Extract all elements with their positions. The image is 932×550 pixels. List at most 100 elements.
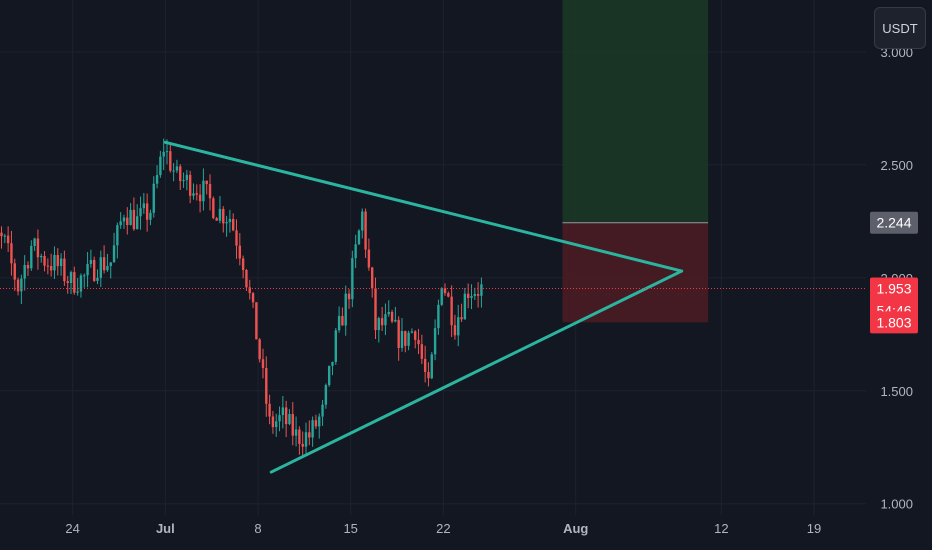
candle-body: [248, 287, 251, 294]
candle-body: [182, 180, 185, 182]
candle-body: [159, 156, 162, 176]
candle-body: [56, 255, 59, 267]
candle-body: [278, 415, 281, 422]
candle-body: [63, 258, 66, 282]
candle-body: [374, 288, 377, 331]
price-badge-entry: [870, 211, 918, 234]
candle-body: [212, 198, 215, 219]
candle-body: [241, 258, 245, 271]
time-axis[interactable]: 24 Jul 8 15 22 Aug 12 19: [65, 521, 821, 536]
candle-body: [447, 293, 450, 297]
candle-body: [298, 429, 301, 444]
candle-body: [162, 151, 165, 157]
candle-body: [122, 217, 126, 222]
candle-body: [337, 315, 341, 331]
position-zones[interactable]: [562, 0, 709, 323]
candle-body: [185, 174, 189, 181]
candle-body: [394, 319, 397, 322]
candle-body: [255, 302, 258, 340]
candle-body: [192, 193, 195, 196]
candle-body: [480, 284, 483, 296]
candle-body: [198, 194, 202, 202]
candle-body: [354, 244, 357, 259]
candle-body: [109, 262, 112, 266]
candle-body: [79, 275, 83, 292]
candle-body: [228, 218, 232, 223]
grid: [0, 0, 866, 515]
candle-body: [43, 255, 46, 266]
candle-body: [92, 260, 96, 281]
candle-body: [225, 222, 228, 224]
candle-body: [119, 221, 122, 226]
candle-body: [390, 311, 394, 322]
triangle-trendlines[interactable]: [163, 140, 684, 474]
y-tick-label: 1.500: [880, 384, 913, 399]
x-tick-label: 22: [436, 521, 450, 536]
candle-body: [361, 211, 364, 231]
candle-body: [20, 278, 23, 292]
candle-body: [13, 263, 16, 280]
candle-body: [311, 420, 314, 438]
candle-body: [423, 358, 427, 372]
candle-body: [165, 151, 169, 153]
price-badge-text: 1.803: [876, 314, 911, 330]
target-zone[interactable]: [562, 0, 709, 223]
candle-body: [314, 420, 318, 427]
candle-body: [261, 359, 265, 368]
candle-body: [69, 272, 73, 283]
candle-body: [377, 318, 381, 331]
candle-body: [400, 331, 404, 349]
candle-body: [357, 230, 361, 245]
candle-body: [476, 294, 480, 296]
candle-body: [205, 180, 208, 185]
candle-body: [470, 295, 473, 298]
candle-body: [268, 403, 271, 417]
price-badge-stop: [870, 311, 918, 334]
candle-body: [46, 265, 50, 267]
x-tick-label: Jul: [156, 521, 175, 536]
candle-body: [16, 279, 20, 292]
candle-body: [457, 317, 460, 336]
candle-body: [10, 243, 13, 264]
candle-body: [218, 208, 222, 221]
candle-body: [53, 255, 56, 271]
x-tick-label: 8: [254, 521, 261, 536]
candle-body: [30, 245, 33, 269]
candle-body: [271, 416, 275, 428]
candle-body: [437, 304, 440, 329]
candle-body: [36, 238, 40, 258]
candle-body: [195, 193, 198, 195]
candle-body: [334, 330, 337, 362]
stop-zone[interactable]: [562, 222, 709, 323]
candle-body: [33, 238, 36, 246]
x-tick-label: 24: [65, 521, 79, 536]
candle-body: [222, 208, 225, 224]
candle-body: [106, 265, 109, 271]
candle-body: [40, 255, 43, 258]
trendline-lower[interactable]: [269, 269, 684, 474]
candle-body: [149, 212, 152, 220]
candle-body: [129, 209, 132, 226]
candle-body: [6, 235, 10, 244]
currency-button[interactable]: USDT: [874, 7, 926, 49]
candle-body: [202, 180, 205, 202]
candle-body: [284, 407, 288, 425]
candle-body: [288, 414, 291, 425]
candle-body: [208, 184, 212, 199]
candle-body: [407, 332, 410, 346]
candle-body: [351, 258, 354, 300]
candle-body: [116, 225, 119, 246]
candle-body: [453, 325, 457, 336]
trendline-upper[interactable]: [163, 140, 684, 273]
candle-body: [49, 265, 53, 271]
candle-body: [466, 293, 470, 298]
candle-body: [179, 166, 182, 182]
currency-label: USDT: [882, 20, 918, 36]
candle-body: [417, 339, 420, 345]
x-tick-label: 12: [714, 521, 728, 536]
candle-body: [152, 183, 155, 213]
candle-body: [450, 296, 453, 326]
candle-body: [265, 367, 268, 404]
